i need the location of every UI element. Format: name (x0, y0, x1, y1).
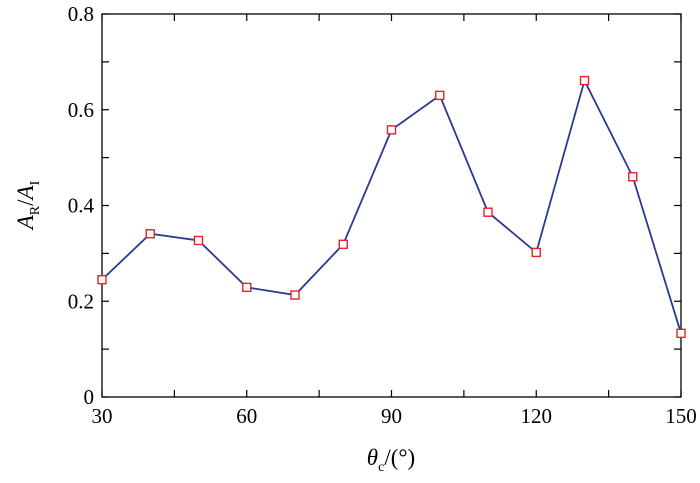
plot-frame (101, 13, 682, 398)
data-point (290, 290, 300, 300)
data-point (97, 275, 107, 285)
y-tick-label: 0.6 (68, 98, 94, 122)
axis-ticks (101, 13, 682, 398)
data-point (579, 75, 590, 86)
data-point (676, 328, 686, 339)
data-point (628, 172, 638, 182)
x-axis-label: θc/(°) (367, 445, 415, 475)
y-axis-label: AR/AI (13, 180, 43, 231)
y-tick-label: 0.2 (68, 289, 94, 313)
data-point (242, 282, 252, 293)
data-point (338, 239, 348, 249)
y-tick-label: 0.8 (68, 2, 94, 26)
data-point (193, 235, 204, 246)
data-point (483, 207, 493, 217)
y-tick-label: 0 (84, 385, 95, 409)
data-point (386, 125, 397, 135)
x-tick-label: 60 (236, 404, 257, 428)
x-tick-label: 90 (381, 404, 402, 428)
y-tick-label: 0.4 (68, 194, 95, 218)
series-group (97, 75, 686, 339)
data-point (435, 90, 445, 101)
tick-labels: 30 60 90 120 150 0 0.2 0.4 0.6 0.8 (68, 2, 697, 428)
x-tick-label: 120 (521, 404, 553, 428)
data-point (145, 229, 155, 239)
x-tick-label: 150 (665, 404, 697, 428)
x-tick-label: 30 (92, 404, 113, 428)
data-point (531, 247, 541, 258)
series-line (101, 78, 682, 334)
